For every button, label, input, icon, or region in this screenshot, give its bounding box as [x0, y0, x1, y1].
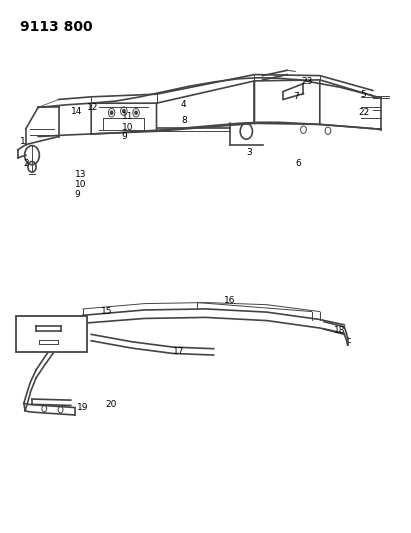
Circle shape [111, 111, 113, 114]
Text: 4: 4 [181, 100, 187, 109]
Text: 23: 23 [301, 77, 313, 86]
Text: 3: 3 [246, 148, 252, 157]
Text: 6: 6 [296, 159, 301, 167]
Text: 14: 14 [71, 107, 82, 116]
Text: 7: 7 [293, 92, 299, 101]
Text: 9113 800: 9113 800 [20, 20, 92, 34]
Bar [16, 317, 87, 352]
Text: 21: 21 [39, 334, 50, 343]
Text: 11: 11 [122, 112, 133, 122]
Text: 10: 10 [122, 123, 133, 132]
Text: 19: 19 [77, 402, 88, 411]
Text: 22: 22 [358, 108, 370, 117]
Text: 9: 9 [122, 132, 127, 141]
Text: 8: 8 [181, 116, 187, 125]
Circle shape [122, 110, 125, 113]
Text: 17: 17 [173, 347, 185, 356]
Text: 12: 12 [87, 103, 99, 112]
Text: 1: 1 [20, 138, 25, 147]
Text: 5: 5 [360, 90, 366, 99]
Text: 13: 13 [75, 170, 86, 179]
Circle shape [135, 111, 137, 114]
Text: 18: 18 [334, 326, 346, 335]
Text: 16: 16 [224, 296, 236, 305]
Text: 20: 20 [106, 400, 117, 409]
Text: 15: 15 [102, 307, 113, 316]
Text: 10: 10 [75, 180, 86, 189]
Text: 2: 2 [24, 159, 30, 167]
Text: 9: 9 [75, 190, 81, 199]
